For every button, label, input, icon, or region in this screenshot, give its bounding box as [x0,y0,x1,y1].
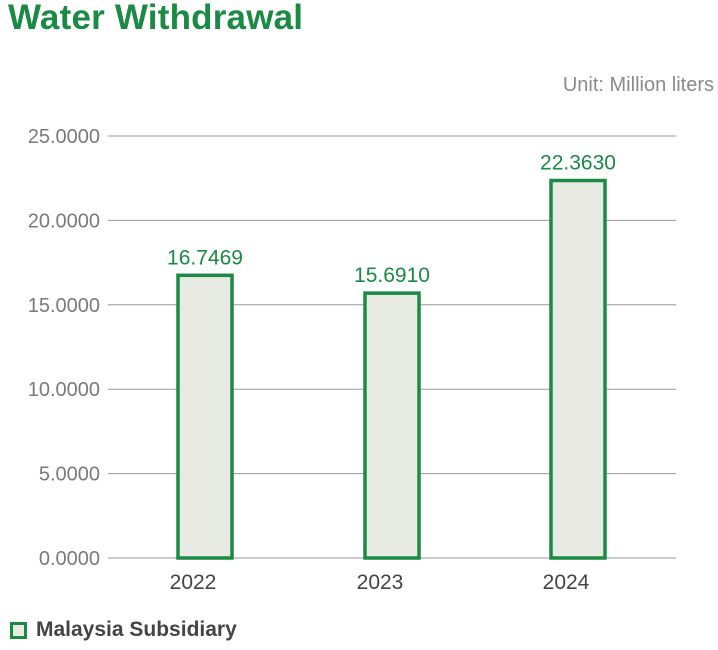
chart-title: Water Withdrawal [8,0,304,37]
y-tick-label: 20.0000 [28,210,100,232]
legend-swatch [10,621,27,639]
y-tick-label: 10.0000 [28,379,100,401]
x-tick-label: 2024 [543,571,590,594]
bars: 16.7469 15.6910 22.3630 [167,152,616,560]
data-label: 22.3630 [540,152,616,175]
y-tick-label: 15.0000 [28,295,100,317]
bar-2022 [176,273,234,560]
y-tick-label: 25.0000 [28,126,100,148]
unit-label: Unit: Million liters [562,74,714,96]
x-tick-label: 2023 [357,571,404,594]
y-tick-label: 0.0000 [39,548,100,570]
x-tick-label: 2022 [170,571,217,594]
y-tick-label: 5.0000 [39,464,100,486]
bar-2024 [549,178,607,560]
y-axis: 0.0000 5.0000 10.0000 15.0000 20.0000 25.0000 [28,126,100,570]
data-label: 16.7469 [167,246,243,269]
legend: Malaysia Subsidiary [10,618,237,642]
data-label: 15.6910 [354,264,430,287]
legend-label: Malaysia Subsidiary [36,618,237,641]
bar-2023 [363,291,421,560]
x-axis: 2022 2023 2024 [170,571,590,594]
